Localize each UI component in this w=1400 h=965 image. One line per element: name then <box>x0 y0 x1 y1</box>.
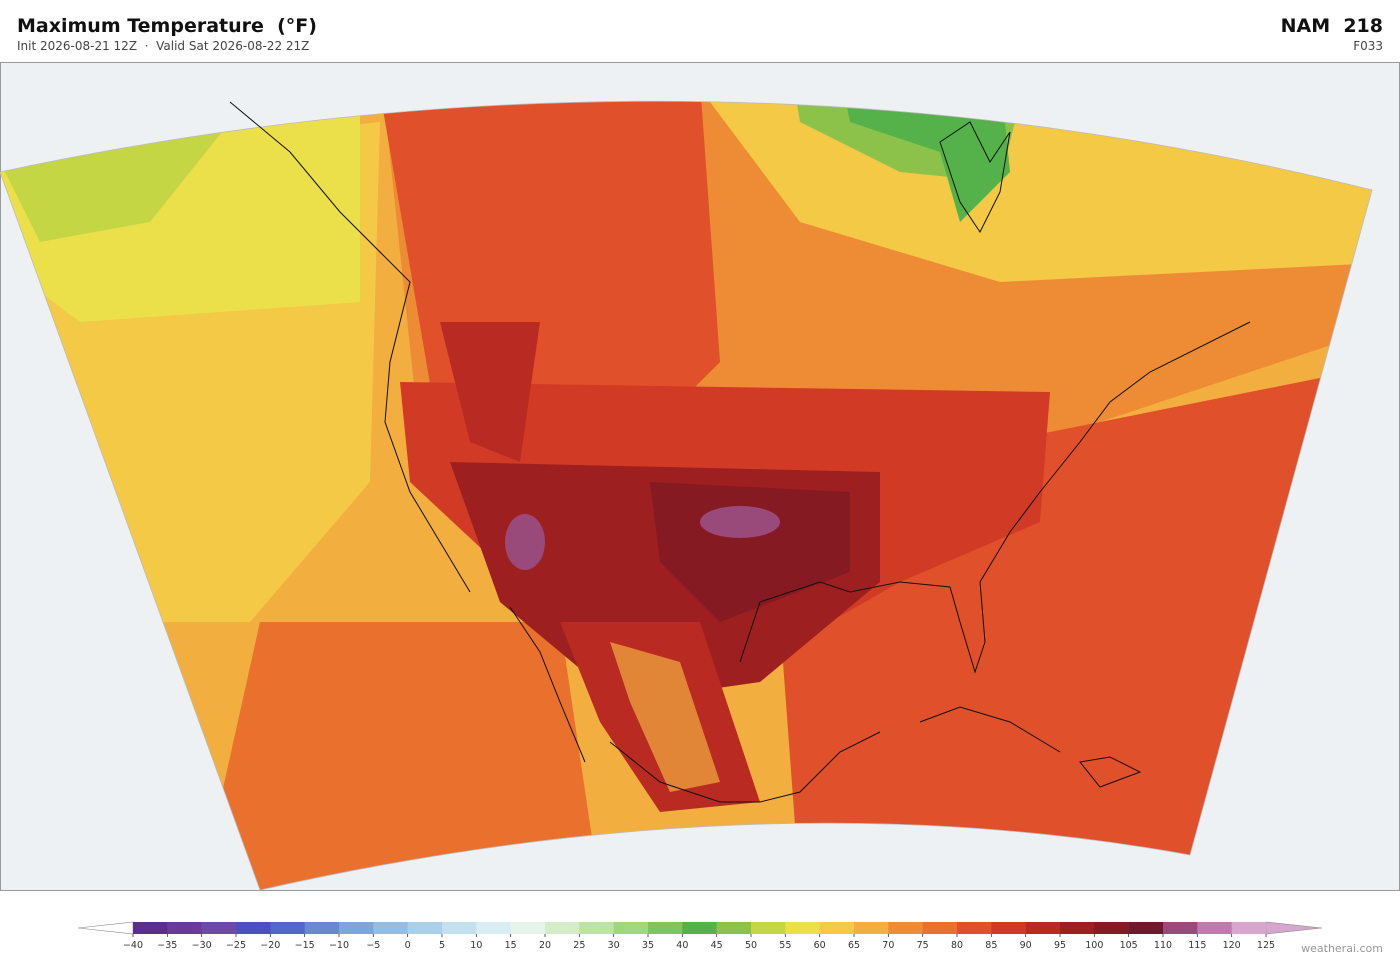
tick-label: −5 <box>366 940 380 951</box>
colorbar-bin <box>1128 922 1164 934</box>
colorbar-bin <box>991 922 1026 934</box>
tick-label: 105 <box>1120 940 1138 951</box>
forecast-hour: F033 <box>1353 39 1383 53</box>
colorbar-bin <box>545 922 580 934</box>
tick-label: 55 <box>779 940 791 951</box>
colorbar-bin <box>304 922 340 934</box>
colorbar-bin <box>510 922 546 934</box>
tick-label: −35 <box>157 940 177 951</box>
colorbar-bin <box>1094 922 1129 934</box>
tick-label: 115 <box>1188 940 1206 951</box>
tick-label: 30 <box>608 940 620 951</box>
tick-label: 40 <box>676 940 688 951</box>
colorbar-bin <box>133 922 168 934</box>
colorbar-bin <box>854 922 889 934</box>
title: Maximum Temperature (°F) <box>17 15 317 37</box>
tick-label: 110 <box>1154 940 1172 951</box>
tick-label: 125 <box>1257 940 1275 951</box>
colorbar-bin <box>716 922 752 934</box>
colorbar-bin <box>1163 922 1198 934</box>
colorbar-bin <box>957 922 992 934</box>
tick-label: 25 <box>573 940 585 951</box>
colorbar-bin <box>819 922 855 934</box>
colorbar-bin <box>373 922 408 934</box>
colorbar-bin <box>682 922 717 934</box>
tick-label: 100 <box>1085 940 1103 951</box>
tick-label: −10 <box>329 940 349 951</box>
colorbar-bin <box>785 922 820 934</box>
colorbar-bin <box>1197 922 1232 934</box>
colorbar-bin <box>888 922 923 934</box>
tick-label: 0 <box>405 940 411 951</box>
colorbar-bin <box>613 922 649 934</box>
colorbar-bin <box>579 922 614 934</box>
tick-label: 35 <box>642 940 654 951</box>
colorbar-bin <box>751 922 786 934</box>
colorbar-bin <box>1060 922 1095 934</box>
tick-label: 90 <box>1020 940 1032 951</box>
tick-label: 120 <box>1223 940 1241 951</box>
colorbar-bin <box>407 922 443 934</box>
colorbar-bin <box>922 922 958 934</box>
colorbar-bin <box>236 922 271 934</box>
tick-label: 85 <box>985 940 997 951</box>
colorbar-bin <box>648 922 683 934</box>
tick-label: 20 <box>539 940 551 951</box>
tick-label: 80 <box>951 940 963 951</box>
colorbar-under <box>77 921 134 935</box>
tick-label: 10 <box>470 940 482 951</box>
colorbar-bin <box>201 922 237 934</box>
tick-label: 15 <box>505 940 517 951</box>
colorbar-bin <box>1025 922 1061 934</box>
subtitle: Init 2026-08-21 12Z · Valid Sat 2026-08-… <box>17 39 310 53</box>
tick-label: 50 <box>745 940 757 951</box>
temperature-field <box>0 101 1372 890</box>
tick-label: −40 <box>123 940 143 951</box>
tick-label: 65 <box>848 940 860 951</box>
coastlines <box>229 101 1251 803</box>
colorbar-bin <box>339 922 374 934</box>
colorbar-bin <box>442 922 477 934</box>
model: NAM 218 <box>1280 15 1383 37</box>
tick-label: 5 <box>439 940 445 951</box>
colorbar: −40 −35 −30 −25 −20 −15 −10 −5 0 5 10 15 20 25 30 35 40 4… <box>77 921 1323 951</box>
colorbar-bin <box>270 922 305 934</box>
map <box>0 62 1400 891</box>
tick-label: 60 <box>814 940 826 951</box>
colorbar-bin <box>167 922 202 934</box>
tick-label: −15 <box>295 940 315 951</box>
colorbar-bin <box>1231 922 1267 934</box>
colorbar-bin <box>476 922 511 934</box>
tick-label: −20 <box>260 940 280 951</box>
colorbar-over <box>1265 921 1323 935</box>
tick-label: 45 <box>711 940 723 951</box>
tick-label: 70 <box>882 940 894 951</box>
tick-label: −30 <box>192 940 212 951</box>
tick-label: 75 <box>917 940 929 951</box>
watermark: weatherai.com <box>1301 942 1383 955</box>
tick-label: 95 <box>1054 940 1066 951</box>
tick-label: −25 <box>226 940 246 951</box>
